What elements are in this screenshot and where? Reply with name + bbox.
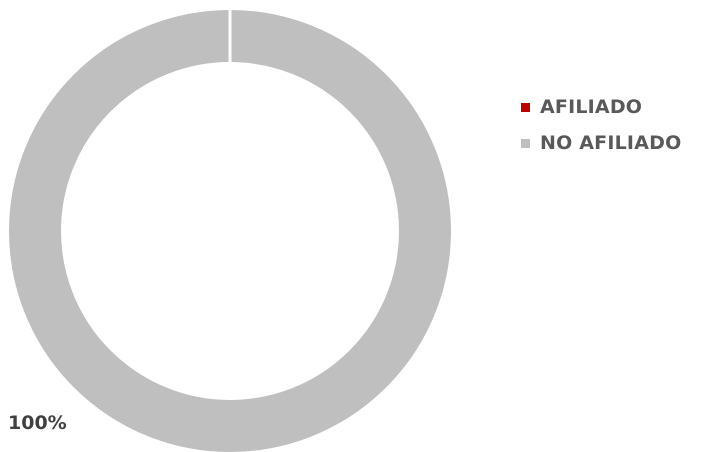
slice-no-afiliado [9, 10, 451, 452]
legend: AFILIADO NO AFILIADO [521, 89, 681, 161]
legend-label-no-afiliado: NO AFILIADO [540, 132, 682, 154]
donut-slices [9, 9, 451, 452]
legend-label-afiliado: AFILIADO [540, 96, 643, 118]
legend-swatch-no-afiliado [521, 138, 530, 148]
legend-swatch-afiliado [521, 102, 530, 112]
data-label-no-afiliado: 100% [8, 412, 67, 434]
legend-item-afiliado: AFILIADO [521, 89, 681, 125]
legend-item-no-afiliado: NO AFILIADO [521, 125, 681, 161]
